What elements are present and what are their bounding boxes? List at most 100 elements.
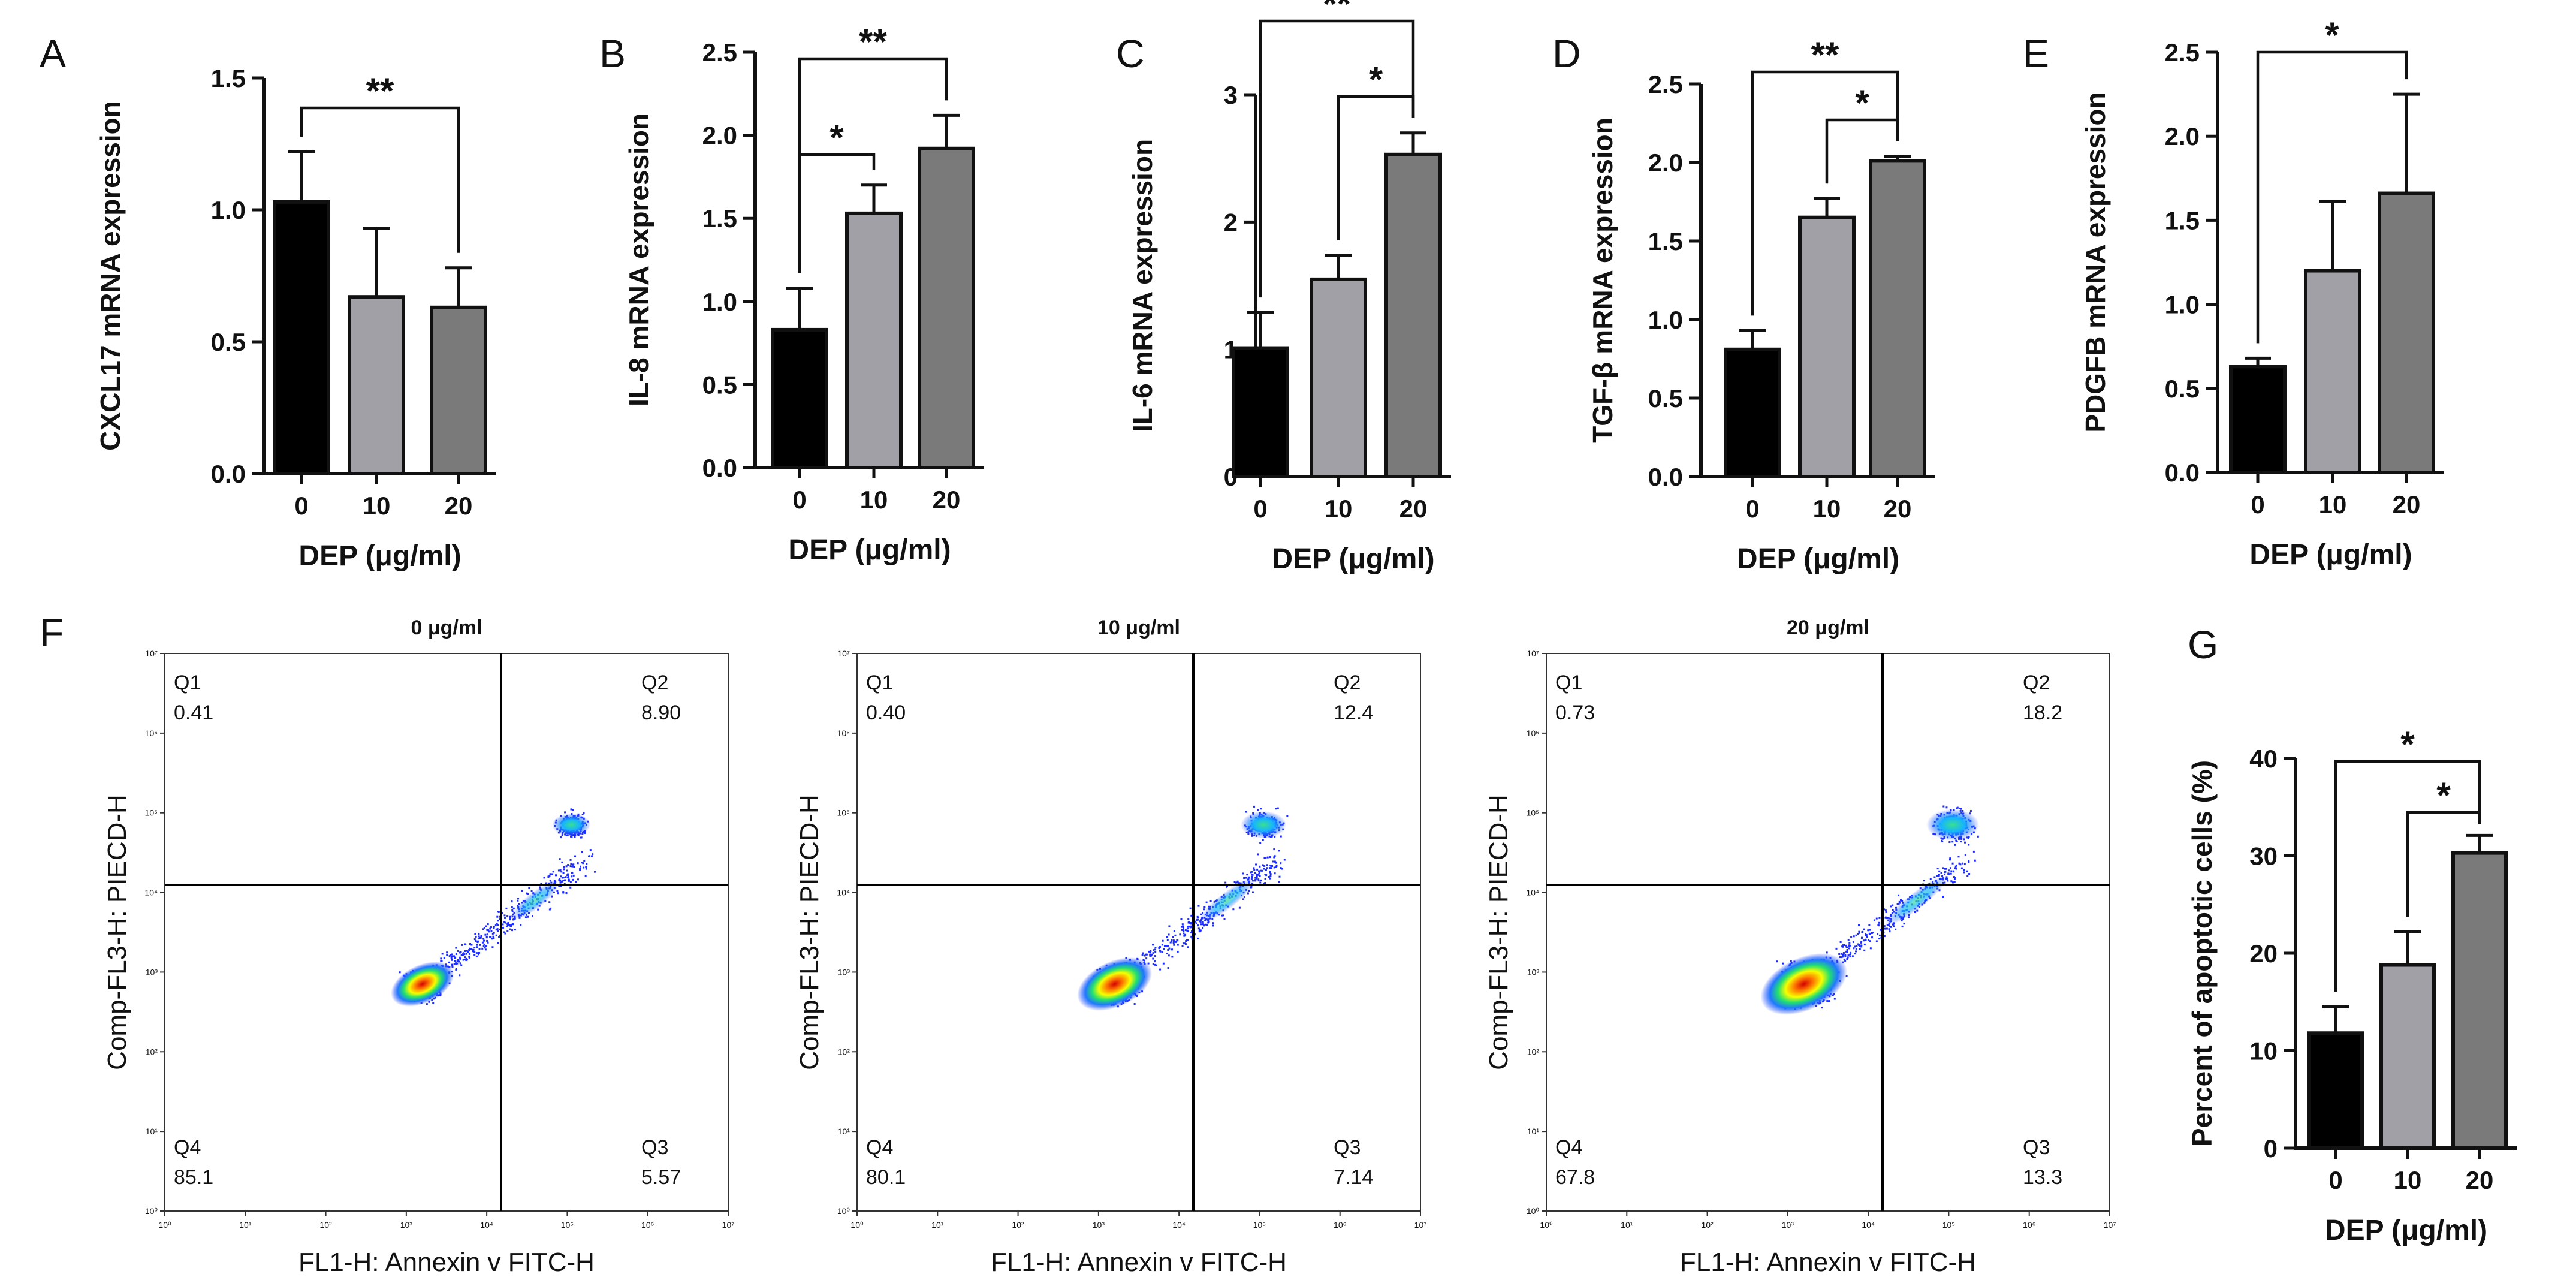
x-axis-label: DEP (μg/ml) <box>788 534 951 566</box>
event-dot <box>1955 864 1957 866</box>
event-dot <box>1202 922 1204 924</box>
y-tick-label: 20 <box>2249 939 2278 968</box>
event-dot <box>485 945 487 947</box>
event-dot <box>440 957 442 960</box>
x-tick-label: 10⁴ <box>1862 1220 1875 1230</box>
event-dot <box>1202 927 1204 929</box>
event-dot <box>1948 841 1951 844</box>
event-dot <box>504 932 506 935</box>
y-tick-label: 10³ <box>146 967 158 977</box>
event-dot <box>1187 939 1189 942</box>
significance-bracket <box>2334 760 2481 992</box>
x-axis-label: FL1-H: Annexin v FITC-H <box>1680 1248 1976 1277</box>
event-dot <box>463 953 466 956</box>
event-dot <box>1265 874 1268 877</box>
event-dot <box>495 929 497 931</box>
event-dot <box>565 865 568 868</box>
event-dot <box>1858 930 1860 933</box>
significance-bracket <box>1259 19 1415 298</box>
event-dot <box>1268 875 1270 878</box>
flow-plot-title: 10 μg/ml <box>1097 616 1180 639</box>
event-dot <box>1901 900 1904 902</box>
event-dot <box>1847 956 1849 959</box>
event-dot <box>1258 870 1260 872</box>
density-hotspot <box>511 881 559 920</box>
event-dot <box>562 880 565 882</box>
event-dot <box>475 952 478 954</box>
event-dot <box>1869 933 1871 935</box>
x-tick-label: 10³ <box>1093 1220 1105 1230</box>
event-dot <box>446 954 448 956</box>
event-dot <box>1893 925 1895 927</box>
event-dot <box>478 933 480 935</box>
event-dot <box>1257 809 1259 811</box>
event-dot <box>531 915 533 917</box>
event-dot <box>1954 877 1956 879</box>
event-dot <box>1966 870 1968 872</box>
event-dot <box>481 941 484 944</box>
event-dot <box>560 880 563 883</box>
event-dot <box>579 869 581 871</box>
significance-label: * <box>1855 83 1869 123</box>
event-dot <box>1259 875 1261 877</box>
event-dot <box>1149 951 1151 954</box>
event-dot <box>548 908 551 911</box>
y-axis-label: CXCL17 mRNA expression <box>95 101 126 451</box>
quadrant-name-q3: Q3 <box>1334 1136 1361 1159</box>
panel-letter: C <box>1116 31 1145 76</box>
y-axis-label: TGF-β mRNA expression <box>1587 118 1618 443</box>
event-dot <box>1269 875 1272 877</box>
event-dot <box>477 953 479 956</box>
event-dot <box>1254 880 1257 882</box>
y-tick-label: 0.0 <box>211 460 246 488</box>
event-dot <box>1247 892 1249 895</box>
event-dot <box>1253 867 1255 869</box>
event-dot <box>1172 939 1175 942</box>
quadrant-name-q1: Q1 <box>1555 671 1582 694</box>
event-dot <box>577 878 579 881</box>
event-dot <box>1224 881 1227 884</box>
event-dot <box>1266 856 1269 859</box>
event-dot <box>1933 876 1936 878</box>
event-dot <box>450 957 453 959</box>
event-dot <box>1159 968 1161 971</box>
bar-chart-A: A 0.0 0.5 1.0 1.5 0 10 20 DEP (μg/ml) CXCL17 mRNA… <box>40 31 496 572</box>
event-dot <box>1183 930 1185 932</box>
event-dot <box>592 853 594 856</box>
event-dot <box>485 925 487 927</box>
event-dot <box>1171 948 1174 951</box>
event-dot <box>1166 939 1169 941</box>
quadrant-value-q4: 85.1 <box>174 1166 213 1189</box>
event-dot <box>1892 904 1894 906</box>
x-tick-label: 0 <box>294 492 308 520</box>
event-dot <box>1953 881 1956 883</box>
event-dot <box>1947 880 1949 882</box>
event-dot <box>497 924 499 926</box>
event-dot <box>591 855 593 857</box>
event-dot <box>1849 955 1851 957</box>
event-dot <box>561 834 563 836</box>
y-tick-label: 10¹ <box>146 1127 158 1136</box>
event-dot <box>1944 873 1946 875</box>
event-dot <box>1842 945 1844 948</box>
y-tick-label: 1.5 <box>702 204 737 233</box>
x-axis-label: DEP (μg/ml) <box>298 540 461 572</box>
event-dot <box>1950 870 1953 872</box>
event-dot <box>1184 942 1186 945</box>
event-dot <box>549 880 551 882</box>
event-dot <box>1257 878 1260 881</box>
density-hotspot <box>1241 811 1287 839</box>
event-dot <box>1194 920 1196 923</box>
event-dot <box>1841 956 1843 959</box>
event-dot <box>1145 953 1148 956</box>
event-dot <box>1247 878 1250 880</box>
y-tick-label: 30 <box>2249 842 2278 871</box>
event-dot <box>1885 911 1887 913</box>
event-dot <box>455 953 457 955</box>
event-dot <box>1867 929 1869 932</box>
event-dot <box>1972 850 1975 853</box>
y-tick-label: 1.5 <box>211 64 246 92</box>
event-dot <box>1944 868 1946 870</box>
event-dot <box>1196 915 1199 918</box>
